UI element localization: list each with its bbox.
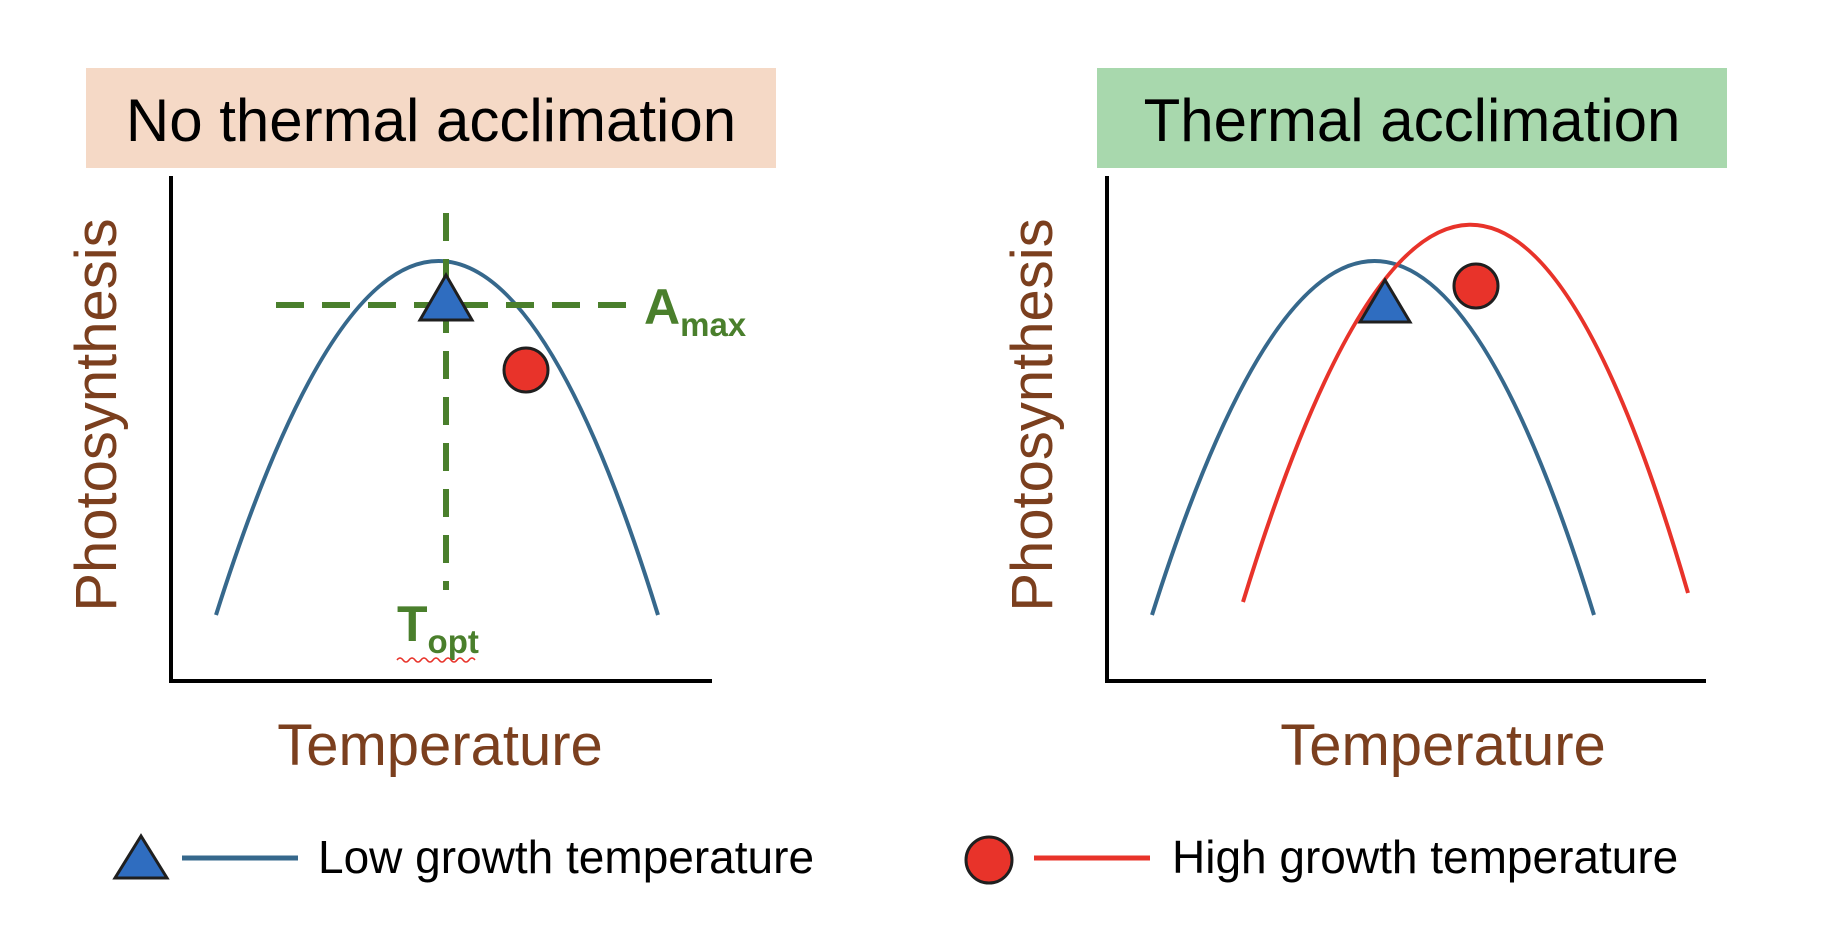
- right-title-background: [1097, 68, 1727, 168]
- left-panel: No thermal acclimation Photosynthesis Te…: [64, 68, 776, 778]
- right-x-axis-label: Temperature: [1280, 713, 1606, 778]
- left-x-axis-label: Temperature: [277, 713, 603, 778]
- amax-label: Amax: [644, 279, 747, 343]
- right-panel-title: Thermal acclimation: [1144, 87, 1681, 154]
- topt-label: Topt: [397, 596, 479, 660]
- left-y-axis-label: Photosynthesis: [64, 218, 129, 611]
- left-low-growth-marker: [417, 272, 475, 322]
- left-high-growth-marker: [502, 346, 550, 394]
- topt-subscript: opt: [428, 623, 479, 660]
- right-y-axis-label: Photosynthesis: [1000, 218, 1065, 611]
- topt-main: T: [397, 596, 428, 652]
- left-title-background: [86, 68, 776, 168]
- left-low-growth-curve: [214, 259, 660, 616]
- legend-low-label: Low growth temperature: [318, 831, 814, 883]
- left-panel-title: No thermal acclimation: [126, 87, 736, 154]
- amax-subscript: max: [680, 306, 747, 343]
- right-low-growth-marker: [1357, 277, 1413, 324]
- legend: Low growth temperature High growth tempe…: [112, 831, 1678, 885]
- right-low-growth-curve: [1150, 259, 1596, 616]
- topt-spellcheck-squiggle: [396, 657, 476, 663]
- legend-low-marker: [112, 833, 170, 880]
- legend-high-label: High growth temperature: [1172, 831, 1678, 883]
- legend-high-marker: [964, 835, 1014, 885]
- right-high-growth-marker: [1452, 262, 1500, 310]
- right-high-growth-curve: [1241, 222, 1690, 603]
- right-panel: Thermal acclimation Photosynthesis Tempe…: [1000, 68, 1727, 778]
- amax-main: A: [644, 279, 680, 335]
